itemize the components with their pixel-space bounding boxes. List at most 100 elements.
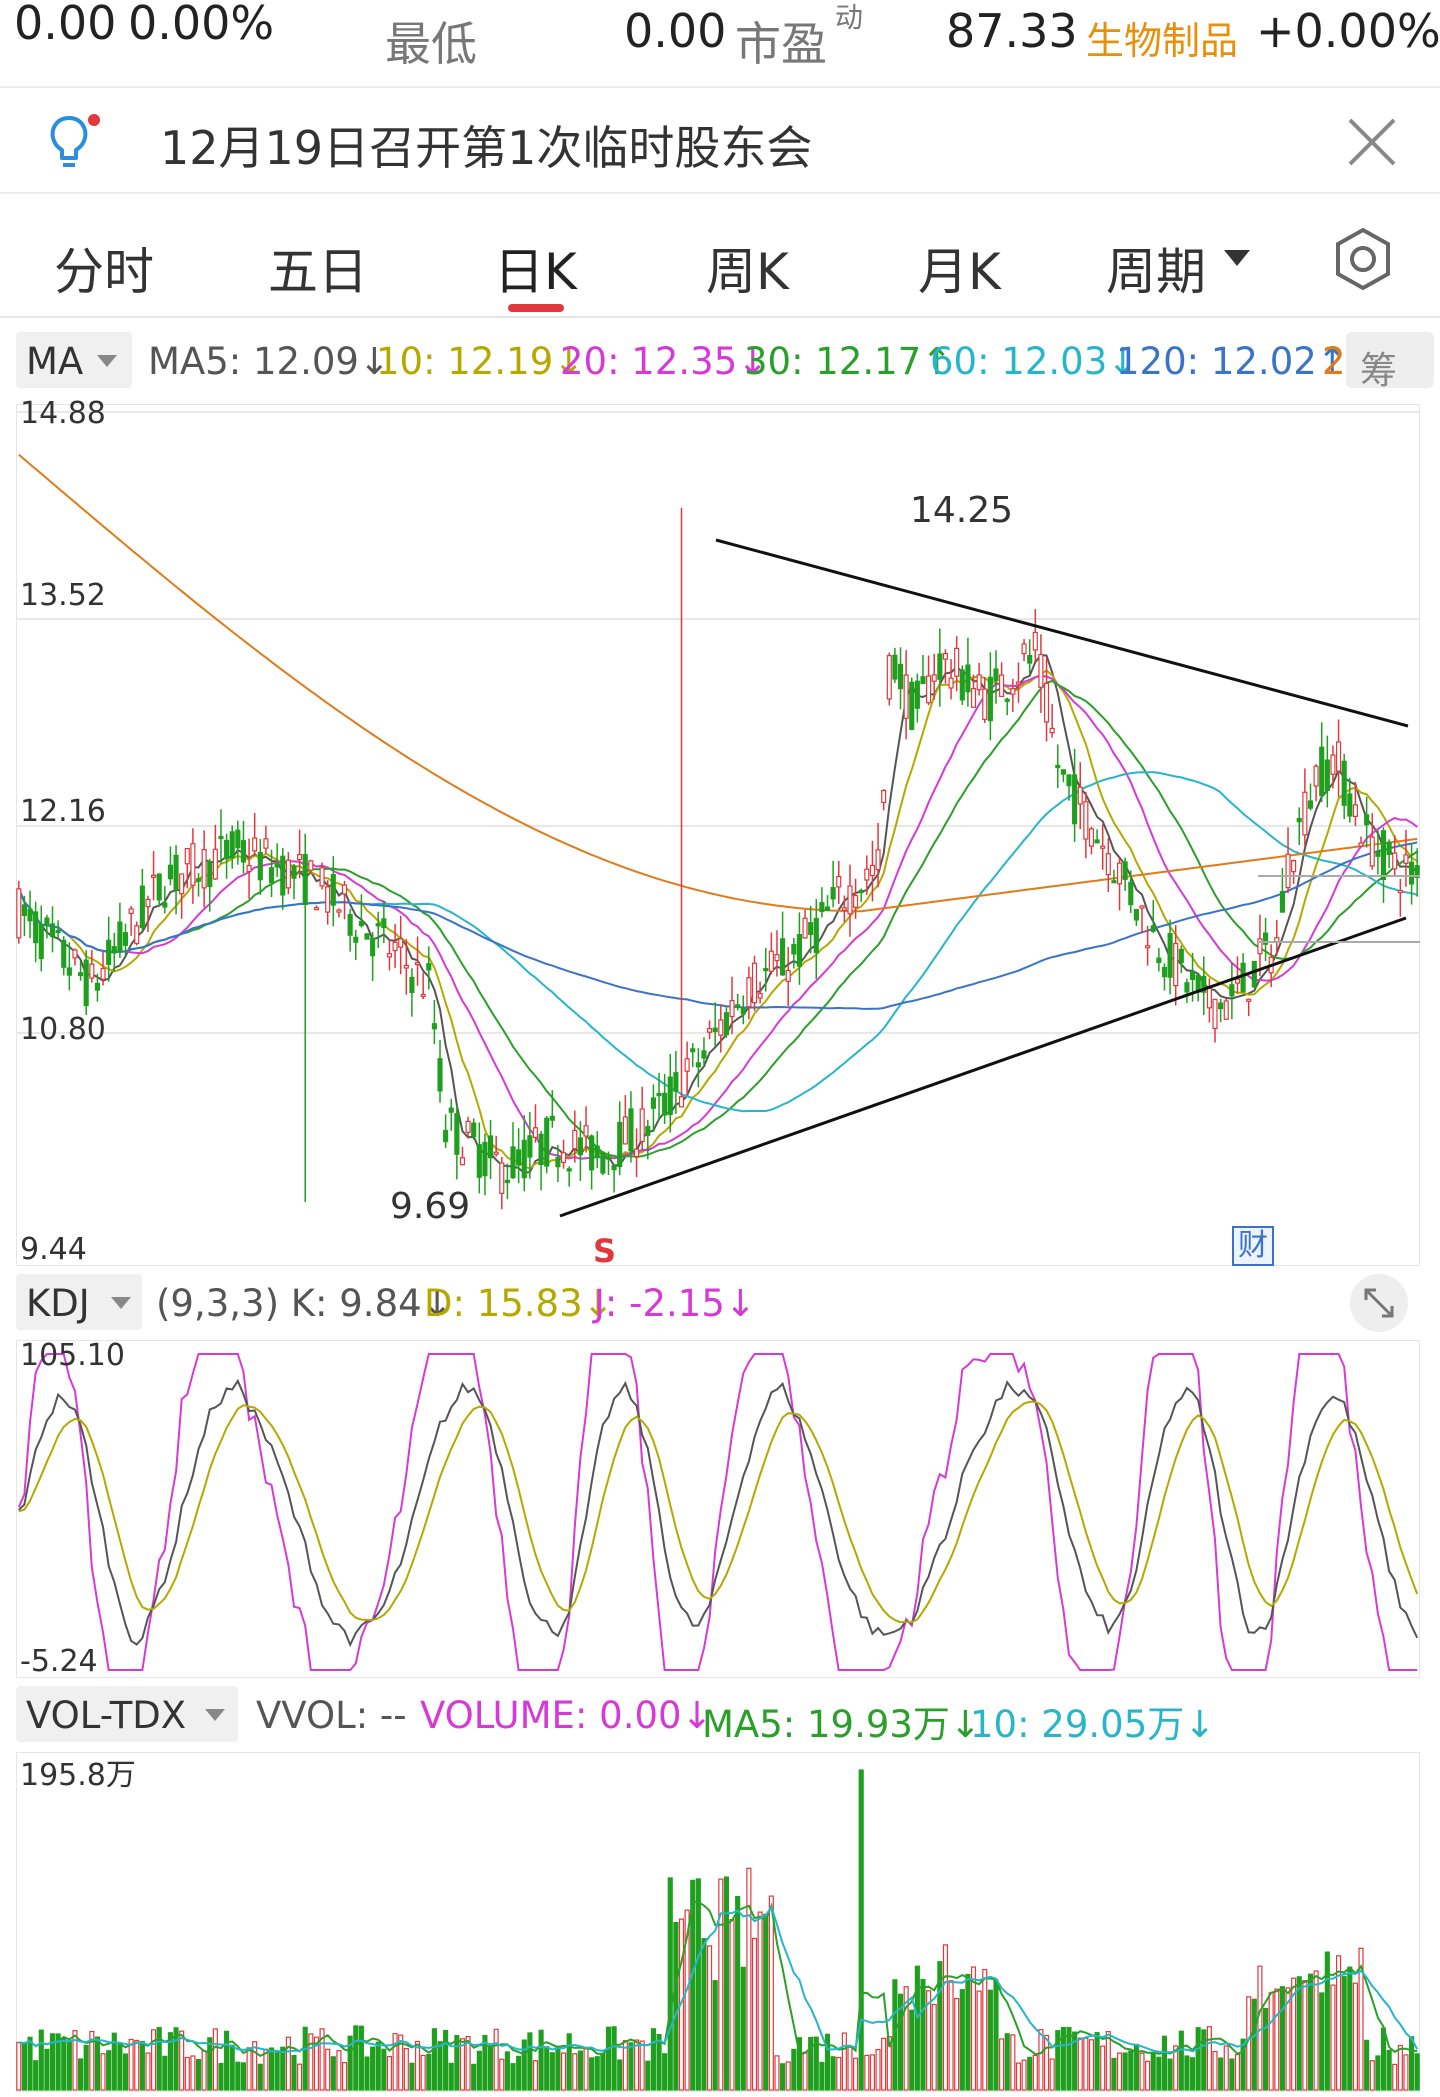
vol-selector[interactable] [16, 1686, 238, 1742]
volume-bar [364, 2056, 370, 2091]
candle-body [555, 1157, 561, 1168]
candle-body [139, 885, 145, 929]
volume-bar [858, 1769, 864, 2091]
volume-bar [768, 1895, 774, 2091]
volume-bar [443, 2029, 449, 2091]
volume-bar [49, 2033, 56, 2091]
finance-marker[interactable]: 财 [1232, 1226, 1274, 1266]
close-icon[interactable] [1344, 114, 1400, 170]
candle-body [134, 925, 140, 944]
volume-bar [246, 2047, 252, 2091]
volume-bar [431, 2028, 437, 2091]
volume-bar [510, 2063, 516, 2091]
candle-body [577, 1137, 583, 1156]
candle-body [819, 902, 825, 913]
volume-bar [285, 2036, 291, 2091]
candle-body [796, 934, 802, 967]
tab-daily-k[interactable]: 日K [494, 243, 577, 301]
candle-body [589, 1135, 595, 1171]
candle-body [33, 911, 39, 944]
candle-body [1116, 862, 1123, 885]
candle-body [1038, 653, 1044, 688]
candle-body [414, 962, 421, 966]
candle-body [735, 1004, 741, 1008]
volume-bar [167, 2032, 174, 2091]
volume-bar [729, 1919, 735, 2091]
candle-body [920, 676, 926, 685]
kdj-chart-frame [16, 1340, 1420, 1678]
chips-button[interactable] [1346, 332, 1434, 388]
volume-bar [179, 2030, 185, 2091]
tab-monthly-k[interactable]: 月K [918, 243, 1001, 301]
volume-bar [959, 1989, 965, 2091]
kdj-chart[interactable] [16, 1340, 1420, 1678]
candle-body [678, 1096, 685, 1108]
k-axis-tick-4: 10.80 [20, 1012, 106, 1047]
volume-bar [1251, 1998, 1257, 2091]
tab-intraday[interactable]: 分时 [54, 243, 154, 301]
volume-bar [999, 2038, 1005, 2091]
volume-bar [549, 2052, 555, 2091]
candle-body [1223, 1000, 1229, 1020]
support-trendline [559, 916, 1407, 1218]
volume-bar [808, 2036, 814, 2091]
tab-weekly-k[interactable]: 周K [706, 243, 789, 301]
candle-body [875, 849, 881, 871]
candle-body [729, 999, 735, 1018]
candle-body [268, 867, 275, 884]
candle-body [841, 907, 847, 911]
volume-bar [190, 2055, 196, 2091]
candle-body [313, 907, 320, 911]
candle-body [746, 977, 752, 1008]
volume-bar [297, 2063, 303, 2091]
vol-ma10-value: 10: 29.05万↓ [970, 1703, 1216, 1746]
notice-bar[interactable]: 12月19日召开第1次临时股东会 [0, 90, 1440, 194]
volume-bar [347, 2035, 353, 2091]
volume-bar [920, 1978, 926, 2091]
candle-body [763, 967, 769, 972]
vol-ma10-line [18, 1904, 1419, 2054]
volume-bar [1021, 2059, 1027, 2091]
volume-bar [319, 2028, 325, 2091]
volume-bar [504, 2051, 510, 2091]
settings-icon[interactable] [1330, 226, 1396, 292]
volume-bar [1375, 2055, 1381, 2091]
tab-five-day[interactable]: 五日 [268, 243, 368, 301]
candle-body [21, 904, 27, 916]
volume-bar [1128, 2050, 1134, 2091]
candle-body [106, 939, 112, 965]
candle-body [667, 1076, 673, 1116]
candle-body [1189, 970, 1196, 980]
caret-down-icon[interactable] [1222, 248, 1252, 268]
sector-name[interactable]: 生物制品 [1086, 19, 1239, 63]
candle-body [864, 868, 870, 881]
signal-marker-s[interactable]: S [593, 1232, 617, 1270]
candle-body [1122, 861, 1128, 880]
volume-bar [1032, 2054, 1038, 2091]
volume-bar [830, 2056, 836, 2091]
candle-body [190, 843, 196, 886]
volume-bar [954, 1997, 960, 2091]
candle-body [72, 949, 78, 959]
candle-body [465, 1120, 471, 1133]
candle-body [690, 1048, 696, 1053]
volume-bar [886, 2036, 892, 2091]
candle-body [1324, 759, 1330, 791]
volume-bar [1347, 1966, 1353, 2091]
candle-body [1077, 786, 1083, 805]
volume-bar [527, 2032, 533, 2091]
candle-body [954, 647, 960, 677]
candle-body [824, 906, 831, 912]
volume-chart[interactable] [16, 1752, 1420, 2092]
volume-bar [1218, 2057, 1224, 2091]
volume-bar [263, 2048, 269, 2091]
volume-bar [370, 2046, 376, 2091]
volume-bar [414, 2040, 421, 2091]
ma120-value: 120: 12.02↑ [1116, 340, 1348, 383]
volume-bar [1072, 2031, 1078, 2091]
volume-value: VOLUME: 0.00↓ [420, 1694, 713, 1737]
k-line-chart[interactable] [16, 404, 1420, 1266]
tab-period[interactable]: 周期 [1106, 243, 1206, 301]
kdj-d-value: D: 15.83↓ [424, 1282, 614, 1325]
volume-bar [482, 2034, 488, 2091]
